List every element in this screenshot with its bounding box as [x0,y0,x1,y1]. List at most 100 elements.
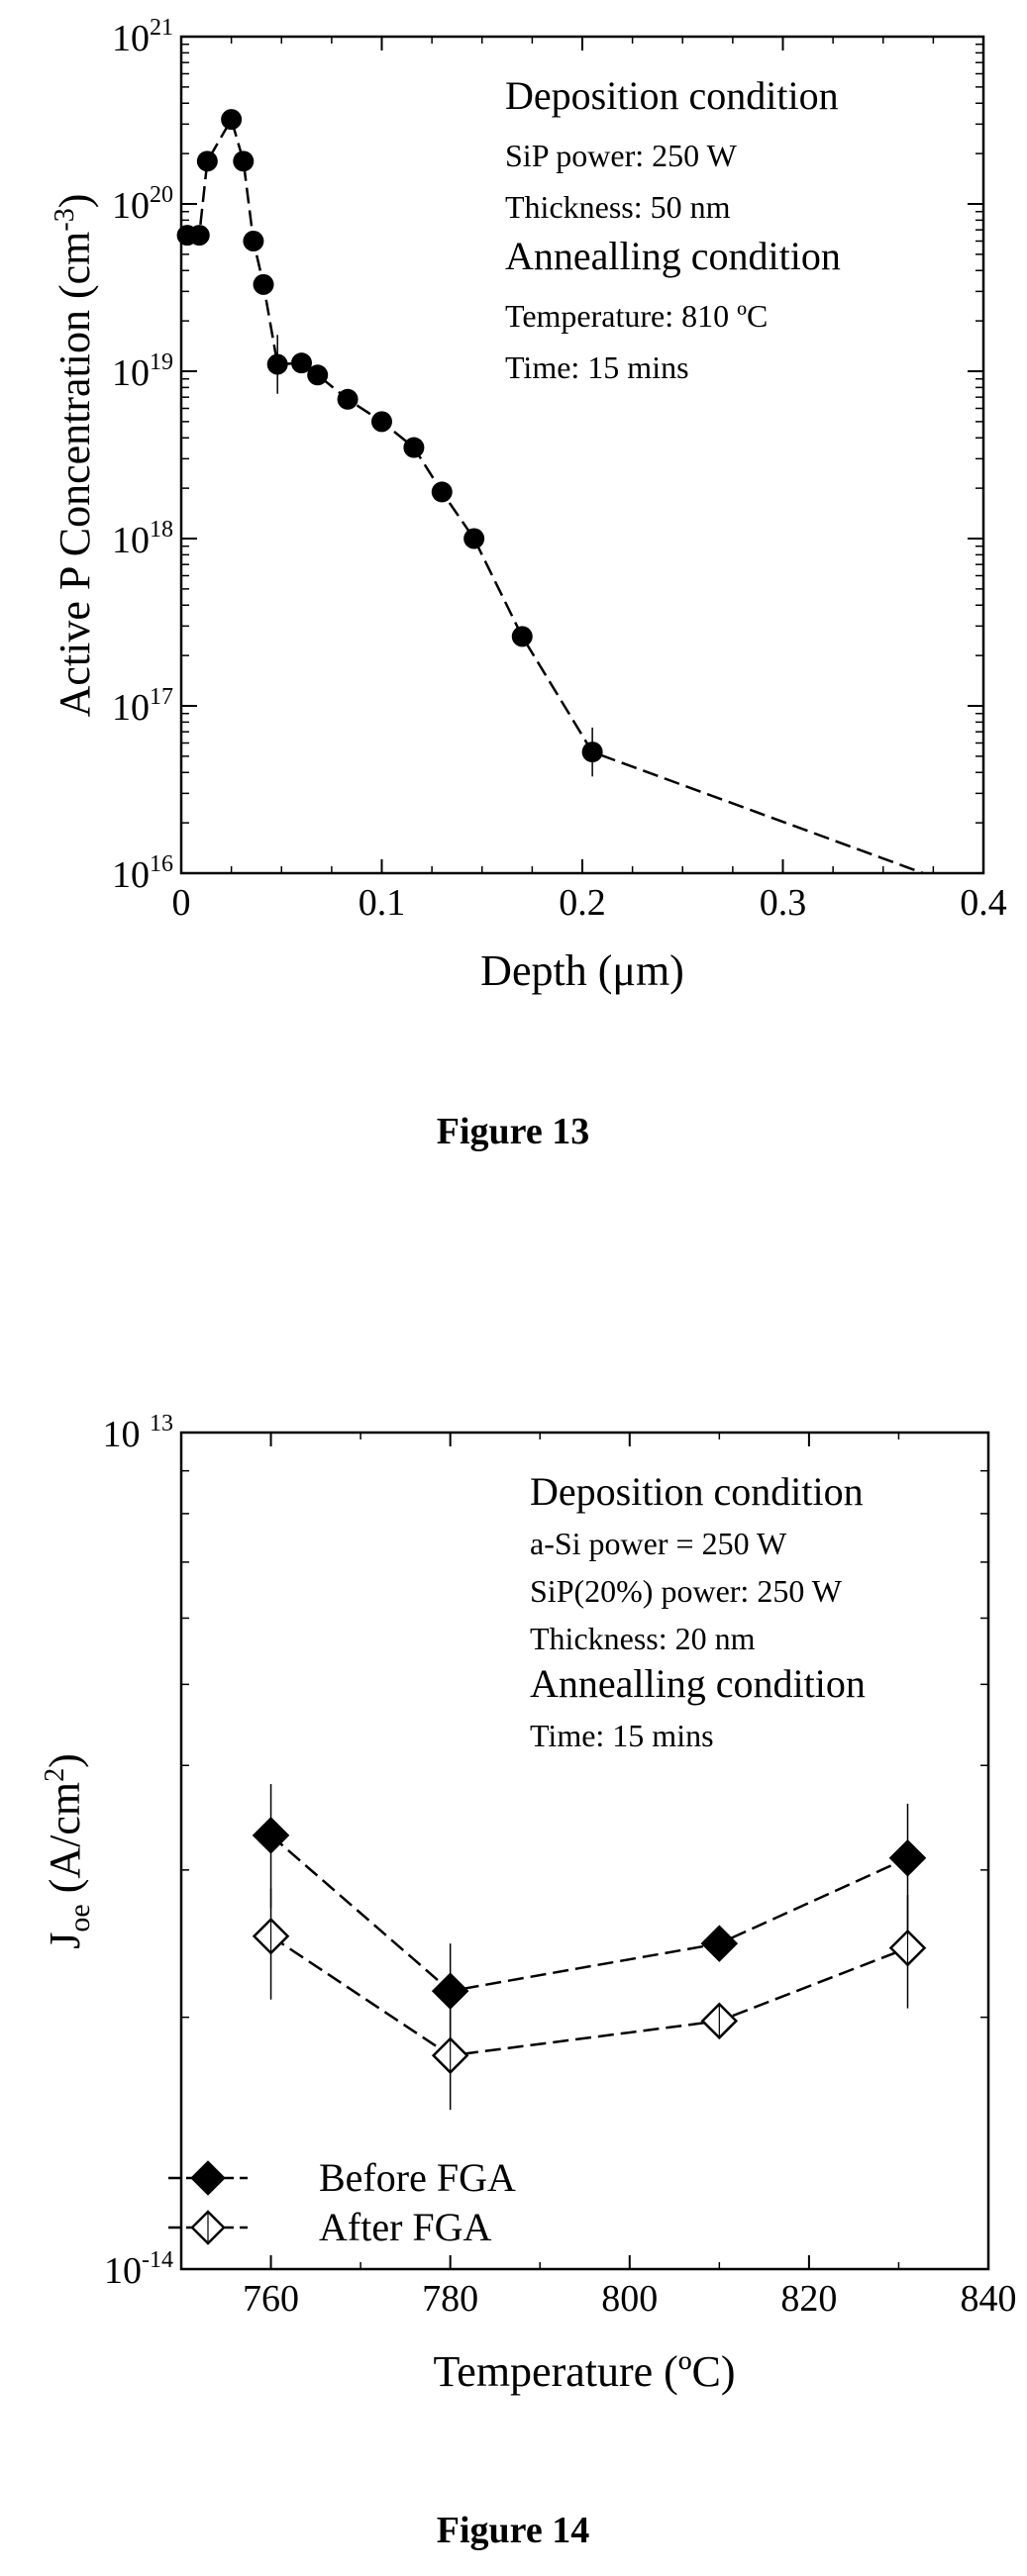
y-axis-label-rest: (A/cm [41,1782,89,1904]
annotation-block: Deposition condition SiP power: 250 W Thic… [505,73,841,385]
data-point [253,273,274,295]
x-tick-labels: 760 780 800 820 840 [243,2278,1016,2320]
x-tick-label: 780 [422,2278,478,2320]
tick-marks [180,36,984,874]
y-tick-base: 10 [103,1414,151,1455]
legend: Before FGA After FGA [168,2155,516,2249]
y-tick-exponent: 17 [150,684,173,710]
data-series [252,1784,927,2111]
y-axis-label-close: ) [51,194,99,209]
y-axis-label: Joe (A/cm2) [40,1753,96,1949]
y-tick-label: 1017 [112,684,173,729]
figure-14-caption: Figure 14 [437,2510,589,2551]
x-axis-label: Depth (μm) [480,946,684,995]
y-tick-label: 1020 [112,182,173,227]
y-axis-label-sup: 2 [40,1768,70,1782]
data-point [581,742,603,763]
series-line [269,1833,909,1993]
y-axis-label-close: ) [41,1753,89,1768]
filled-diamond-marker [190,2160,226,2196]
y-tick-exponent: 21 [150,15,173,41]
data-point [196,150,218,172]
y-tick-label: 10-14 [104,2247,173,2292]
x-tick-labels: 0 0.1 0.2 0.3 0.4 [172,882,1007,924]
x-tick-label: 0.4 [960,882,1007,924]
data-series [176,109,924,875]
data-point [307,364,329,386]
y-tick-exponent: 13 [150,1411,173,1437]
y-tick-exponent: 19 [150,349,173,375]
data-point [511,626,533,647]
data-point [337,388,359,410]
y-tick-exponent: -14 [142,2247,173,2273]
annotation-line: Temperature: 810 ºC [505,298,768,334]
data-point [243,230,264,251]
y-axis-label: Active P Concentration (cm-3) [50,194,99,718]
x-tick-label: 840 [961,2278,1017,2320]
annotation-line: SiP power: 250 W [505,138,738,173]
annotation-line: Thickness: 20 nm [530,1621,756,1656]
annotation-line: Deposition condition [505,73,839,118]
legend-label: Before FGA [319,2155,516,2200]
y-axis-label-sub: oe [63,1904,96,1932]
filled-diamond-marker [252,1817,290,1854]
filled-diamond-marker [700,1925,739,1962]
plot-frame [179,1431,990,2271]
data-point [291,352,312,374]
x-tick-label: 0 [172,882,191,924]
data-point [221,109,243,131]
y-tick-base: 10 [112,18,150,59]
filled-diamond-marker [431,1972,469,2010]
series-line [187,116,924,875]
figure-13-caption: Figure 13 [437,1111,589,1152]
y-axis-label-main: J [41,1932,89,1949]
data-point [233,150,255,172]
y-tick-base: 10 [112,185,150,227]
data-point [371,411,392,433]
x-axis-label: Temperature (ºC) [434,2347,736,2396]
data-point [188,225,210,247]
x-tick-label: 0.1 [359,882,406,924]
data-point [403,437,425,458]
y-tick-exponent: 18 [150,517,173,543]
annotation-line: Thickness: 50 nm [505,189,731,225]
x-tick-label: 800 [601,2278,658,2320]
data-point [463,528,485,549]
y-tick-base: 10 [112,352,150,394]
data-point [431,481,453,503]
annotation-line: Time: 15 mins [530,1718,714,1753]
series-line [269,1934,908,2057]
y-tick-label: 1018 [112,517,173,561]
annotation-line: Deposition condition [530,1469,864,1514]
filled-diamond-marker [888,1839,927,1877]
x-tick-label: 0.3 [760,882,807,924]
x-tick-label: 0.2 [559,882,606,924]
annotation-line: Annealling condition [505,234,841,278]
annotation-line: Time: 15 mins [505,349,689,385]
y-tick-label: 1021 [112,15,173,59]
y-tick-base: 10 [112,854,150,896]
y-tick-base: 10 [112,687,150,729]
y-tick-base: 10 [112,520,150,561]
annotation-line: Annealling condition [530,1661,866,1706]
y-tick-exponent: 16 [150,851,173,877]
y-tick-exponent: 20 [150,182,173,208]
y-axis-label-sup: -3 [50,208,80,231]
legend-label: After FGA [319,2205,492,2249]
annotation-line: SiP(20%) power: 250 W [530,1573,843,1609]
x-tick-label: 820 [780,2278,837,2320]
y-axis-label-main: Active P Concentration (cm [51,232,99,718]
x-tick-label: 760 [243,2278,299,2320]
y-tick-label: 1019 [112,349,173,394]
y-tick-label: 10 13 [103,1411,174,1455]
y-tick-base: 10 [104,2250,142,2292]
annotation-line: a-Si power = 250 W [530,1526,787,1561]
data-point [266,353,288,375]
annotation-block: Deposition condition a-Si power = 250 W Si… [530,1469,866,1753]
y-tick-label: 1016 [112,851,173,896]
